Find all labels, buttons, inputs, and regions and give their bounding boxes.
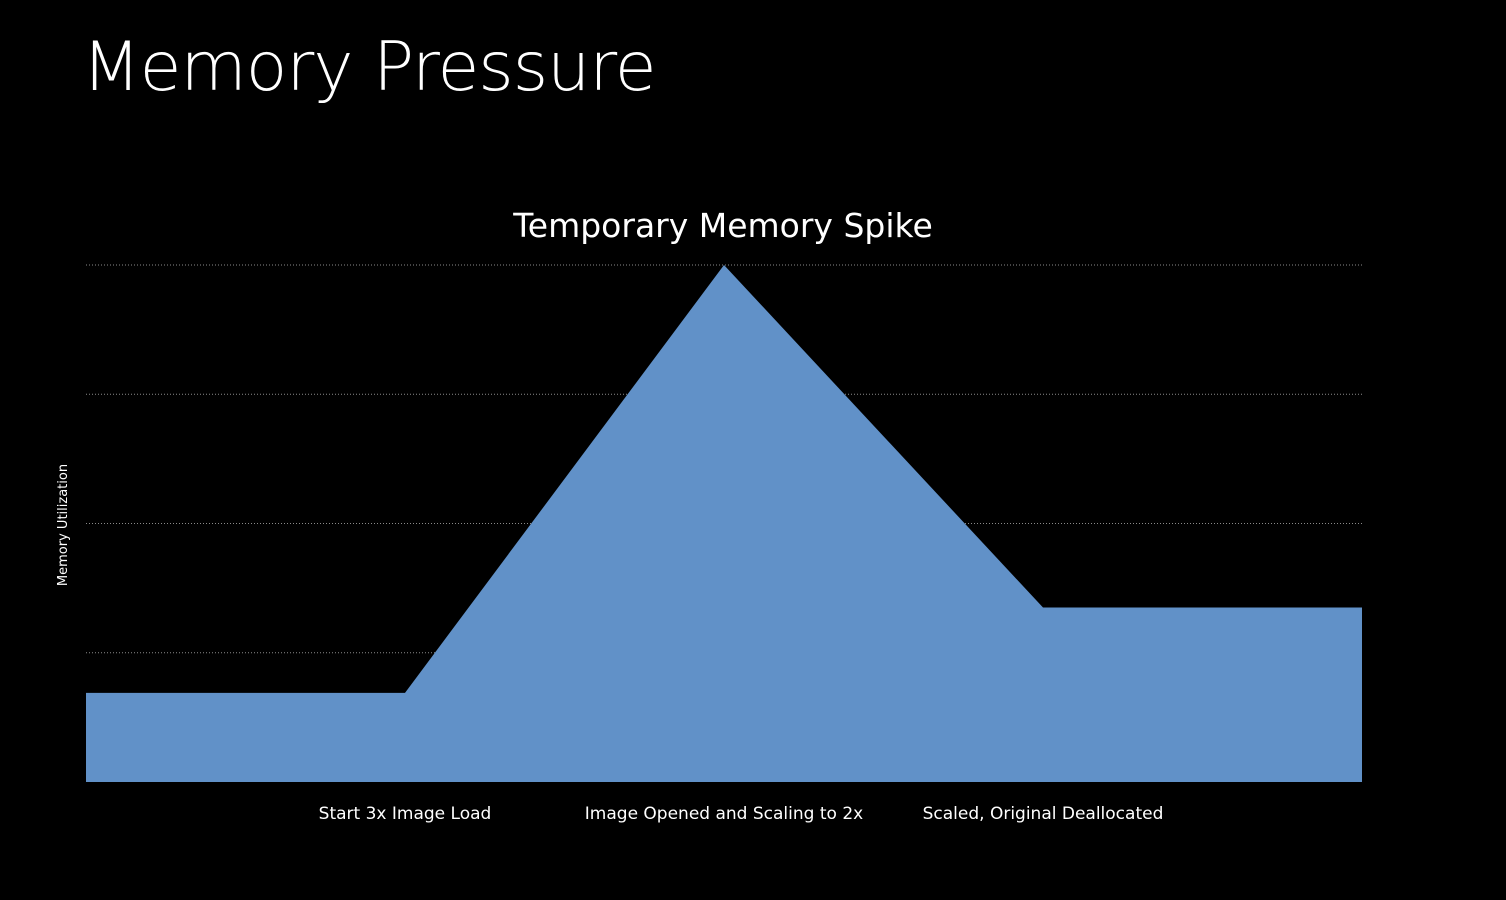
slide-title: Memory Pressure — [82, 28, 657, 107]
x-tick-label: Image Opened and Scaling to 2x — [585, 804, 863, 824]
x-tick-label: Start 3x Image Load — [319, 804, 492, 824]
chart-title: Temporary Memory Spike — [513, 206, 933, 245]
x-tick-labels: Start 3x Image Load Image Opened and Scal… — [319, 804, 1164, 824]
area-series — [86, 265, 1362, 782]
x-tick-label: Scaled, Original Deallocated — [923, 804, 1164, 824]
y-axis-label: Memory Utilization — [56, 464, 71, 586]
memory-area — [86, 265, 1362, 782]
